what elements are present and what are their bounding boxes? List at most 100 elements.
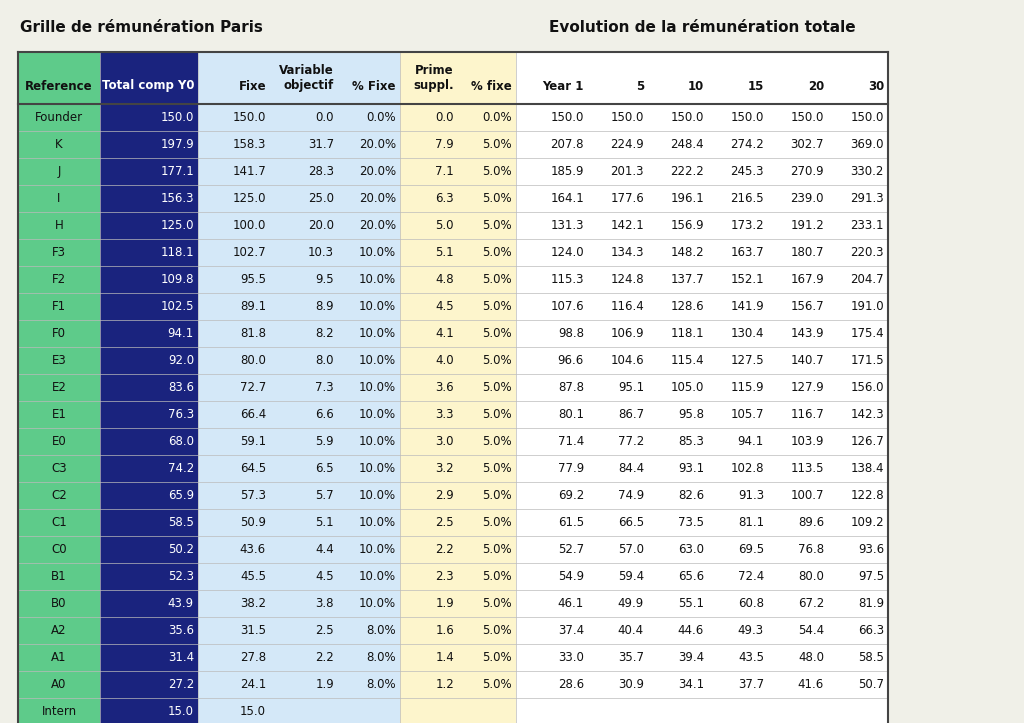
Text: 115.4: 115.4 <box>671 354 705 367</box>
Bar <box>198 617 270 644</box>
Bar <box>588 374 648 401</box>
Text: 5.0%: 5.0% <box>482 354 512 367</box>
Text: 150.0: 150.0 <box>851 111 884 124</box>
Text: 3.3: 3.3 <box>435 408 454 421</box>
Bar <box>458 185 516 212</box>
Text: 74.2: 74.2 <box>168 462 194 475</box>
Bar <box>18 536 100 563</box>
Text: 98.8: 98.8 <box>558 327 584 340</box>
Bar <box>516 374 588 401</box>
Text: 270.9: 270.9 <box>791 165 824 178</box>
Text: 142.3: 142.3 <box>850 408 884 421</box>
Bar <box>516 617 588 644</box>
Text: 10.0%: 10.0% <box>358 408 396 421</box>
Text: 5.7: 5.7 <box>315 489 334 502</box>
Text: 49.3: 49.3 <box>738 624 764 637</box>
Text: suppl.: suppl. <box>414 79 454 92</box>
Bar <box>400 347 458 374</box>
Bar <box>828 347 888 374</box>
Text: 8.9: 8.9 <box>315 300 334 313</box>
Bar <box>18 401 100 428</box>
Text: 143.9: 143.9 <box>791 327 824 340</box>
Bar <box>648 401 708 428</box>
Text: 86.7: 86.7 <box>617 408 644 421</box>
Text: 58.5: 58.5 <box>168 516 194 529</box>
Text: 216.5: 216.5 <box>730 192 764 205</box>
Bar <box>400 428 458 455</box>
Text: 5.0: 5.0 <box>435 219 454 232</box>
Bar <box>768 509 828 536</box>
Bar <box>708 482 768 509</box>
Bar <box>768 52 828 104</box>
Text: B0: B0 <box>51 597 67 610</box>
Bar <box>100 644 198 671</box>
Bar <box>458 671 516 698</box>
Bar <box>338 320 400 347</box>
Bar <box>828 671 888 698</box>
Text: 180.7: 180.7 <box>791 246 824 259</box>
Text: 150.0: 150.0 <box>731 111 764 124</box>
Bar <box>458 320 516 347</box>
Text: 72.4: 72.4 <box>737 570 764 583</box>
Text: 118.1: 118.1 <box>671 327 705 340</box>
Bar <box>768 320 828 347</box>
Bar <box>516 563 588 590</box>
Text: 4.4: 4.4 <box>315 543 334 556</box>
Bar <box>270 158 338 185</box>
Text: 92.0: 92.0 <box>168 354 194 367</box>
Bar <box>708 266 768 293</box>
Text: 72.7: 72.7 <box>240 381 266 394</box>
Bar <box>18 347 100 374</box>
Text: 177.1: 177.1 <box>160 165 194 178</box>
Text: 274.2: 274.2 <box>730 138 764 151</box>
Text: 197.9: 197.9 <box>160 138 194 151</box>
Bar <box>516 347 588 374</box>
Text: 291.3: 291.3 <box>850 192 884 205</box>
Text: 60.8: 60.8 <box>738 597 764 610</box>
Text: 0.0: 0.0 <box>435 111 454 124</box>
Text: 10.0%: 10.0% <box>358 327 396 340</box>
Bar <box>458 401 516 428</box>
Bar <box>516 482 588 509</box>
Bar <box>458 509 516 536</box>
Bar <box>198 266 270 293</box>
Bar <box>400 104 458 131</box>
Text: 34.1: 34.1 <box>678 678 705 691</box>
Bar <box>828 536 888 563</box>
Text: 85.3: 85.3 <box>678 435 705 448</box>
Text: 64.5: 64.5 <box>240 462 266 475</box>
Bar <box>708 428 768 455</box>
Bar <box>338 104 400 131</box>
Bar <box>270 374 338 401</box>
Text: 31.5: 31.5 <box>240 624 266 637</box>
Bar <box>588 104 648 131</box>
Bar <box>828 698 888 723</box>
Text: 5.0%: 5.0% <box>482 597 512 610</box>
Bar <box>648 347 708 374</box>
Text: 0.0: 0.0 <box>315 111 334 124</box>
Bar <box>270 698 338 723</box>
Text: Founder: Founder <box>35 111 83 124</box>
Bar <box>198 374 270 401</box>
Text: J: J <box>57 165 60 178</box>
Text: 5.0%: 5.0% <box>482 246 512 259</box>
Text: 8.0%: 8.0% <box>367 651 396 664</box>
Bar <box>18 455 100 482</box>
Bar <box>100 185 198 212</box>
Text: 3.6: 3.6 <box>435 381 454 394</box>
Text: 93.6: 93.6 <box>858 543 884 556</box>
Text: 10.0%: 10.0% <box>358 246 396 259</box>
Text: 91.3: 91.3 <box>738 489 764 502</box>
Text: 158.3: 158.3 <box>232 138 266 151</box>
Text: 20.0%: 20.0% <box>358 192 396 205</box>
Text: 152.1: 152.1 <box>730 273 764 286</box>
Text: 10.0%: 10.0% <box>358 381 396 394</box>
Text: 239.0: 239.0 <box>791 192 824 205</box>
Bar <box>270 185 338 212</box>
Text: 1.4: 1.4 <box>435 651 454 664</box>
Text: 105.7: 105.7 <box>730 408 764 421</box>
Text: 2.5: 2.5 <box>435 516 454 529</box>
Text: Reference: Reference <box>26 80 93 93</box>
Text: 2.5: 2.5 <box>315 624 334 637</box>
Text: 8.0: 8.0 <box>315 354 334 367</box>
